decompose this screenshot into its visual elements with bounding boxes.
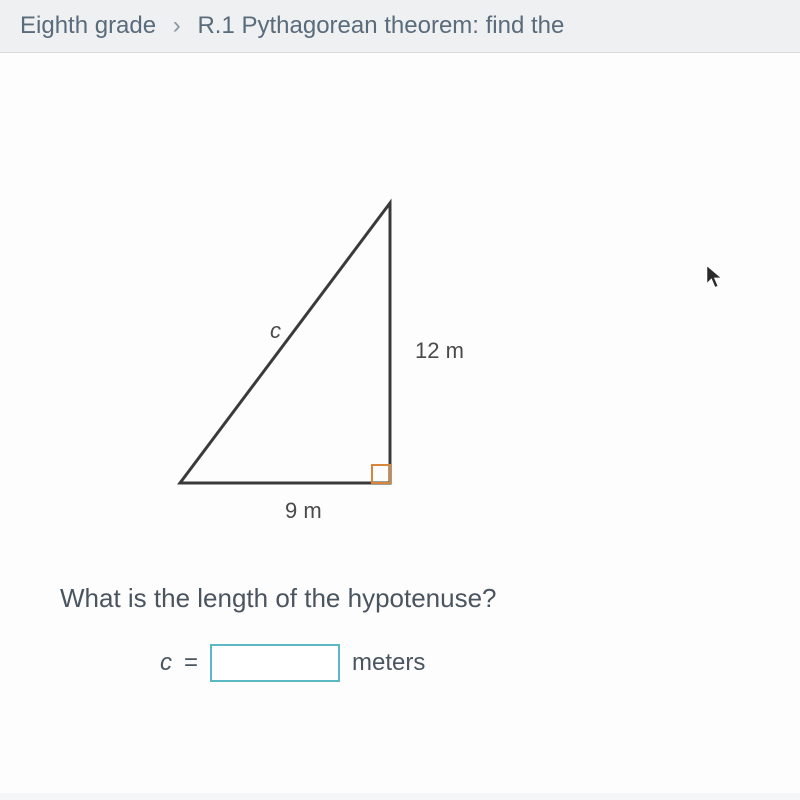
right-angle-marker bbox=[372, 465, 390, 483]
triangle-shape bbox=[180, 203, 390, 483]
horizontal-side-label: 9 m bbox=[285, 498, 322, 524]
answer-input[interactable] bbox=[210, 644, 340, 682]
breadcrumb: Eighth grade › R.1 Pythagorean theorem: … bbox=[0, 0, 800, 53]
question-text: What is the length of the hypotenuse? bbox=[60, 583, 760, 614]
answer-unit: meters bbox=[352, 649, 425, 677]
chevron-right-icon: › bbox=[173, 12, 181, 39]
answer-row: c = meters bbox=[160, 644, 760, 682]
cursor-icon bbox=[702, 263, 730, 291]
question-content: c 12 m 9 m What is the length of the hyp… bbox=[0, 53, 800, 793]
breadcrumb-skill[interactable]: R.1 Pythagorean theorem: find the bbox=[197, 12, 564, 39]
breadcrumb-level[interactable]: Eighth grade bbox=[20, 12, 156, 39]
triangle-diagram: c 12 m 9 m bbox=[120, 143, 520, 543]
hypotenuse-label: c bbox=[270, 318, 281, 344]
equals-sign: = bbox=[184, 649, 198, 677]
vertical-side-label: 12 m bbox=[415, 338, 464, 364]
answer-variable: c bbox=[160, 649, 172, 677]
